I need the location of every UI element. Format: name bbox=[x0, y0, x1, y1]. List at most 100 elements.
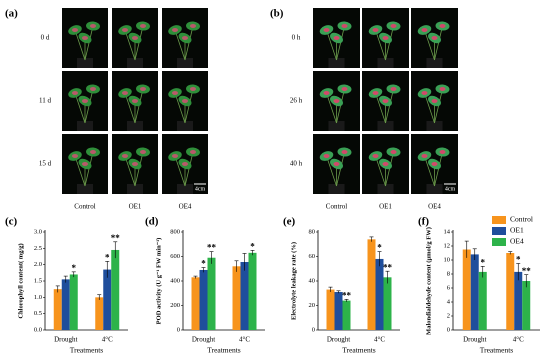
column-label: Control bbox=[74, 203, 95, 211]
leaf-center bbox=[439, 24, 446, 28]
leaf-center bbox=[190, 87, 196, 91]
y-tick-label: 2 bbox=[447, 312, 450, 319]
y-tick-label: 0 bbox=[447, 326, 450, 333]
leaf-center bbox=[323, 91, 330, 95]
leaf-center bbox=[333, 36, 340, 40]
leaf-center bbox=[172, 154, 178, 158]
stem bbox=[375, 29, 386, 61]
leaf-center bbox=[382, 162, 389, 166]
y-tick-label: 200 bbox=[170, 302, 180, 309]
leaf-center bbox=[90, 87, 96, 91]
stem bbox=[174, 155, 186, 187]
significance-mark: ** bbox=[383, 262, 393, 272]
leaf-center bbox=[172, 91, 178, 95]
leaf-center bbox=[390, 150, 397, 154]
leaf-center bbox=[341, 24, 348, 28]
legend-label: OE1 bbox=[510, 226, 524, 235]
leaf-center bbox=[333, 162, 340, 166]
scale-label: 4cm bbox=[445, 186, 456, 192]
pot bbox=[426, 58, 443, 68]
significance-mark: * bbox=[72, 263, 77, 273]
x-tick-label: Drought bbox=[54, 336, 77, 344]
y-axis-label: Electrolyte leakage rate (%) bbox=[290, 242, 297, 320]
significance-mark: * bbox=[481, 257, 486, 267]
row-label: 40 h bbox=[290, 160, 303, 168]
y-tick-label: 40 bbox=[309, 277, 316, 284]
bar bbox=[207, 257, 216, 330]
leaf-center bbox=[382, 36, 389, 40]
leaf-center bbox=[182, 99, 188, 103]
y-tick-label: 400 bbox=[170, 277, 180, 284]
pot bbox=[377, 121, 394, 131]
leaf-center bbox=[140, 24, 146, 28]
leaf-center bbox=[72, 28, 78, 32]
bar bbox=[478, 271, 487, 330]
column-label: OE1 bbox=[129, 203, 142, 211]
significance-mark: * bbox=[201, 259, 206, 269]
panel-label: (a) bbox=[5, 8, 18, 20]
leaf-center bbox=[82, 162, 88, 166]
pot bbox=[177, 184, 193, 194]
bar bbox=[191, 277, 200, 330]
stem bbox=[326, 29, 337, 61]
bar bbox=[470, 254, 479, 330]
y-tick-label: 3.0 bbox=[34, 228, 42, 235]
row-label: 11 d bbox=[39, 97, 51, 105]
leaf-center bbox=[372, 91, 379, 95]
bar bbox=[95, 297, 104, 330]
pot bbox=[377, 184, 394, 194]
leaf-center bbox=[372, 154, 379, 158]
y-tick-label: 0 bbox=[177, 326, 180, 333]
leaf-center bbox=[122, 28, 128, 32]
bar bbox=[506, 253, 515, 330]
pot bbox=[377, 58, 394, 68]
bar bbox=[375, 258, 384, 330]
leaf-center bbox=[323, 154, 330, 158]
panel-label: (e) bbox=[283, 216, 296, 228]
bar bbox=[232, 266, 241, 330]
panel-label: (d) bbox=[145, 216, 159, 228]
leaf-center bbox=[132, 162, 138, 166]
leaf-center bbox=[140, 87, 146, 91]
x-tick-label: 4°C bbox=[513, 336, 524, 344]
column-label: OE4 bbox=[428, 203, 441, 211]
row-label: 26 h bbox=[290, 97, 303, 105]
column-label: Control bbox=[326, 203, 347, 211]
x-tick-label: 4°C bbox=[239, 336, 250, 344]
stem bbox=[124, 155, 136, 187]
y-tick-label: 0.5 bbox=[34, 310, 42, 317]
bar bbox=[103, 269, 112, 330]
pot bbox=[177, 121, 193, 131]
bar bbox=[334, 292, 343, 330]
y-axis-label: Malondialdehyde content (μmol/g FW) bbox=[425, 227, 432, 335]
bar bbox=[383, 277, 392, 330]
stem bbox=[124, 92, 136, 124]
x-axis-label: Treatments bbox=[480, 346, 514, 355]
stem bbox=[424, 155, 435, 187]
stem bbox=[326, 92, 337, 124]
leaf-center bbox=[421, 154, 428, 158]
leaf-center bbox=[182, 36, 188, 40]
stem bbox=[375, 92, 386, 124]
leaf-center bbox=[390, 87, 397, 91]
y-tick-label: 0 bbox=[312, 326, 315, 333]
leaf-center bbox=[431, 36, 438, 40]
stem bbox=[424, 29, 435, 61]
leaf-center bbox=[372, 28, 379, 32]
y-tick-label: 600 bbox=[170, 253, 180, 260]
y-tick-label: 60 bbox=[309, 253, 316, 260]
pot bbox=[77, 184, 93, 194]
column-label: OE1 bbox=[379, 203, 392, 211]
leaf-center bbox=[140, 150, 146, 154]
significance-mark: * bbox=[250, 241, 255, 251]
stem bbox=[424, 92, 435, 124]
pot bbox=[77, 121, 93, 131]
y-tick-label: 4 bbox=[447, 298, 451, 305]
leaf-center bbox=[323, 28, 330, 32]
bar bbox=[522, 281, 531, 330]
stem bbox=[74, 29, 86, 61]
leaf-center bbox=[421, 28, 428, 32]
y-tick-label: 1.0 bbox=[34, 294, 42, 301]
x-tick-label: 4°C bbox=[374, 336, 385, 344]
scale-label: 4cm bbox=[195, 186, 206, 192]
